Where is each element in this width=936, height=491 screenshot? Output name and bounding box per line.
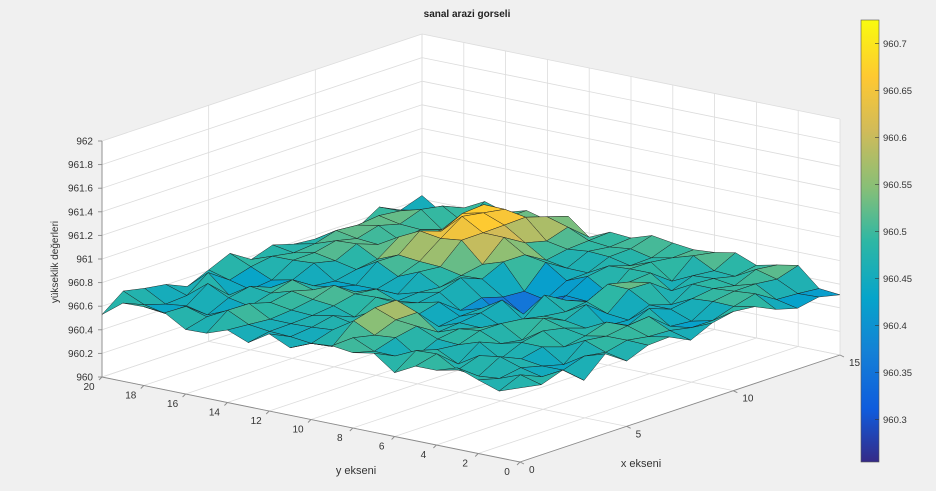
- x-tick-label: 5: [636, 429, 642, 440]
- y-tick-label: 6: [379, 442, 385, 453]
- y-tick-label: 0: [504, 467, 510, 478]
- x-tick-mark: [839, 354, 845, 358]
- x-axis-label: x ekseni: [621, 458, 661, 470]
- y-tick-mark: [474, 453, 479, 457]
- y-tick-label: 16: [167, 399, 179, 410]
- x-tick-mark: [733, 390, 738, 394]
- colorbar-tick-label: 960.35: [883, 368, 912, 379]
- y-tick-mark: [349, 427, 354, 432]
- grid-line-z-left: [101, 151, 423, 260]
- y-tick-mark: [433, 444, 437, 449]
- colorbar-tick-label: 960.65: [883, 86, 912, 97]
- z-tick-label: 962: [76, 137, 93, 148]
- colorbar-gradient: [860, 19, 880, 463]
- grid-line-y-floor: [478, 346, 799, 454]
- grid-line-z-right: [421, 80, 841, 167]
- z-axis-ticks: 960 960.2 960.4 960.6 960.8 961 961.2 961.4 961.…: [68, 137, 102, 384]
- colorbar-ticks: 960.3 960.35 960.4 960.45 960.5 960.55 960.6 96…: [875, 39, 912, 426]
- y-tick-label: 20: [83, 382, 95, 393]
- grid-line-y-floor: [394, 329, 715, 437]
- grid-line-z-right: [421, 33, 841, 120]
- z-tick-label: 961.2: [68, 231, 93, 242]
- z-tick-label: 960.8: [68, 278, 93, 289]
- z-tick-label: 960.2: [68, 349, 93, 360]
- x-axis-line: [519, 354, 841, 463]
- y-tick-mark: [516, 461, 521, 466]
- y-tick-mark: [98, 376, 103, 381]
- y-tick-mark: [140, 385, 145, 389]
- grid-line-z-right: [421, 57, 841, 143]
- y-tick-mark: [307, 419, 312, 423]
- colorbar-tick-label: 960.7: [883, 39, 907, 50]
- colorbar-tick-label: 960.55: [883, 180, 912, 191]
- grid-line-z-left: [101, 128, 423, 236]
- y-tick-label: 14: [209, 408, 221, 419]
- colorbar-tick-label: 960.3: [883, 415, 907, 426]
- terrain-surface: [101, 195, 841, 392]
- colorbar-tick-label: 960.45: [883, 274, 912, 285]
- grid-line-z-right: [421, 151, 841, 238]
- z-tick-label: 960.6: [68, 302, 93, 313]
- grid-line-z-left: [101, 80, 423, 189]
- x-tick-label: 0: [529, 465, 535, 476]
- x-tick-label: 10: [742, 394, 754, 405]
- colorbar-tick-label: 960.4: [883, 321, 907, 332]
- grid-line-z-left: [101, 33, 423, 142]
- grid-line-z-left: [101, 104, 423, 213]
- x-tick-label: 15: [849, 358, 861, 369]
- y-tick-label: 4: [421, 450, 427, 461]
- colorbar-tick-label: 960.5: [883, 227, 907, 238]
- grid-line-z-right: [421, 128, 841, 214]
- colorbar: 960.3 960.35 960.4 960.45 960.5 960.55 960.6 96…: [860, 19, 912, 463]
- z-tick-label: 960.4: [68, 325, 93, 336]
- y-tick-mark: [265, 410, 270, 415]
- y-tick-label: 18: [125, 391, 137, 402]
- y-tick-label: 12: [251, 416, 263, 427]
- z-tick-label: 961.6: [68, 184, 93, 195]
- colorbar-tick-label: 960.6: [883, 133, 907, 144]
- grid-line-z-right: [421, 175, 841, 261]
- y-axis-label: y ekseni: [336, 465, 376, 477]
- y-tick-mark: [224, 402, 228, 406]
- z-tick-label: 960: [76, 373, 93, 384]
- y-tick-label: 2: [462, 459, 468, 470]
- z-tick-label: 961.4: [68, 207, 93, 218]
- x-tick-mark: [519, 461, 525, 465]
- y-tick-label: 10: [292, 425, 304, 436]
- chart-title: sanal arazi gorseli: [424, 9, 511, 20]
- y-tick-mark: [182, 393, 186, 398]
- surface-patch: [498, 374, 542, 392]
- z-tick-label: 961.8: [68, 160, 93, 171]
- y-tick-mark: [391, 436, 395, 440]
- z-tick-label: 961: [76, 255, 93, 266]
- grid-line-z-left: [101, 57, 423, 165]
- grid-line-y-floor: [436, 337, 757, 446]
- grid-line-z-left: [101, 175, 423, 283]
- z-axis-label: yükseklik değerleri: [50, 221, 61, 303]
- x-tick-mark: [626, 425, 631, 429]
- grid-line-z-right: [421, 104, 841, 191]
- y-axis-ticks: 0 2 4 6 8 10 12 14 16 18 20: [83, 376, 521, 478]
- y-tick-label: 8: [337, 433, 343, 444]
- x-axis-ticks: 0 5 10 15: [519, 354, 861, 476]
